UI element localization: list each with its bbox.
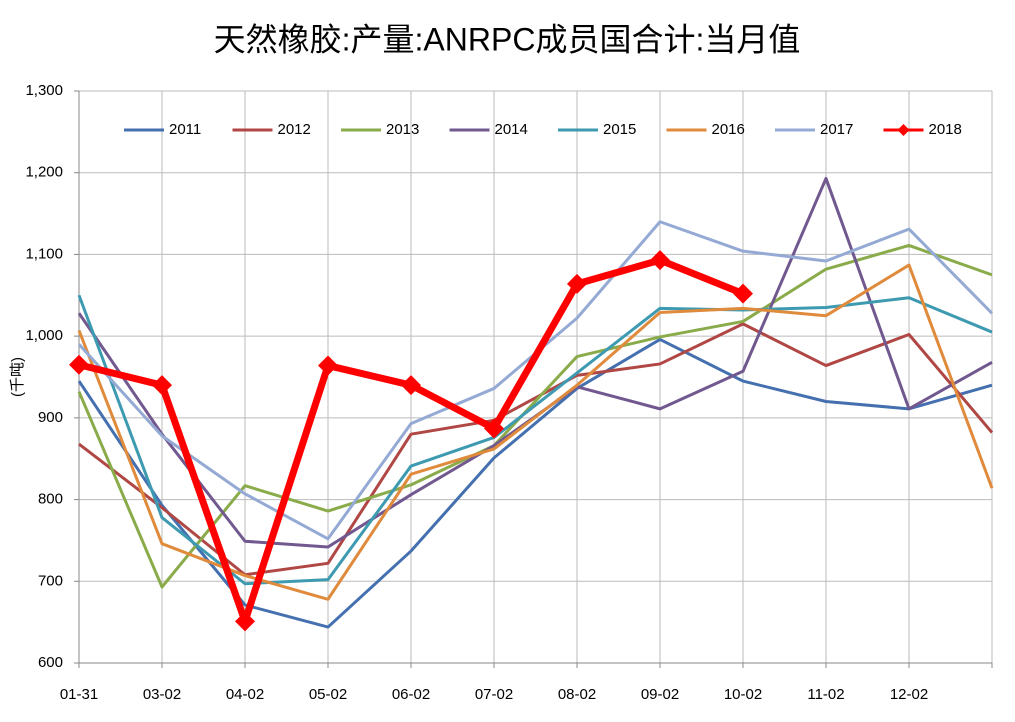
x-tick-label: 08-02 xyxy=(558,686,596,703)
y-axis-label: (千吨) xyxy=(9,357,26,397)
series-line xyxy=(78,322,994,577)
x-tick-label: 05-02 xyxy=(309,686,347,703)
y-tick-label: 700 xyxy=(38,572,63,589)
marker xyxy=(650,250,670,271)
series-line xyxy=(77,243,993,589)
legend-label: 2017 xyxy=(820,121,853,138)
legend-label: 2014 xyxy=(495,121,528,138)
y-tick-label: 800 xyxy=(38,491,63,508)
x-tick-label: 10-02 xyxy=(724,686,762,703)
x-tick-label: 03-02 xyxy=(143,686,181,703)
legend-label: 2013 xyxy=(386,121,419,138)
marker xyxy=(69,354,89,375)
legend-label: 2011 xyxy=(169,121,201,138)
y-tick-label: 1,300 xyxy=(25,82,63,99)
x-tick-label: 06-02 xyxy=(392,686,430,703)
legend-marker xyxy=(897,124,910,136)
chart-title: 天然橡胶:产量:ANRPC成员国合计:当月值 xyxy=(214,21,801,57)
legend-label: 2016 xyxy=(712,121,745,138)
legend-label: 2018 xyxy=(929,121,962,138)
marker xyxy=(567,273,587,294)
series-line xyxy=(77,220,994,541)
marker xyxy=(484,418,504,439)
marker xyxy=(152,375,172,396)
y-tick-label: 1,200 xyxy=(25,164,63,181)
y-tick-label: 1,000 xyxy=(25,327,63,344)
marker xyxy=(401,375,421,396)
legend-label: 2015 xyxy=(603,121,636,138)
marker xyxy=(318,355,338,376)
y-tick-label: 1,100 xyxy=(25,245,63,262)
marker xyxy=(733,283,753,304)
series-line xyxy=(77,337,993,629)
x-tick-label: 09-02 xyxy=(641,686,679,703)
x-tick-label: 11-02 xyxy=(807,686,844,703)
marker xyxy=(235,611,255,632)
series-line xyxy=(77,263,994,601)
legend-label: 2012 xyxy=(278,121,311,138)
y-tick-label: 600 xyxy=(38,654,63,671)
x-tick-label: 04-02 xyxy=(226,686,264,703)
x-tick-label: 12-02 xyxy=(890,686,928,703)
y-tick-label: 900 xyxy=(38,409,63,426)
x-tick-label: 07-02 xyxy=(475,686,513,703)
x-tick-label: 01-31 xyxy=(60,686,98,703)
